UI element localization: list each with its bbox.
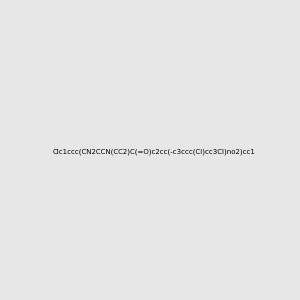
Text: Clc1ccc(CN2CCN(CC2)C(=O)c2cc(-c3ccc(Cl)cc3Cl)no2)cc1: Clc1ccc(CN2CCN(CC2)C(=O)c2cc(-c3ccc(Cl)c… [52, 148, 255, 155]
